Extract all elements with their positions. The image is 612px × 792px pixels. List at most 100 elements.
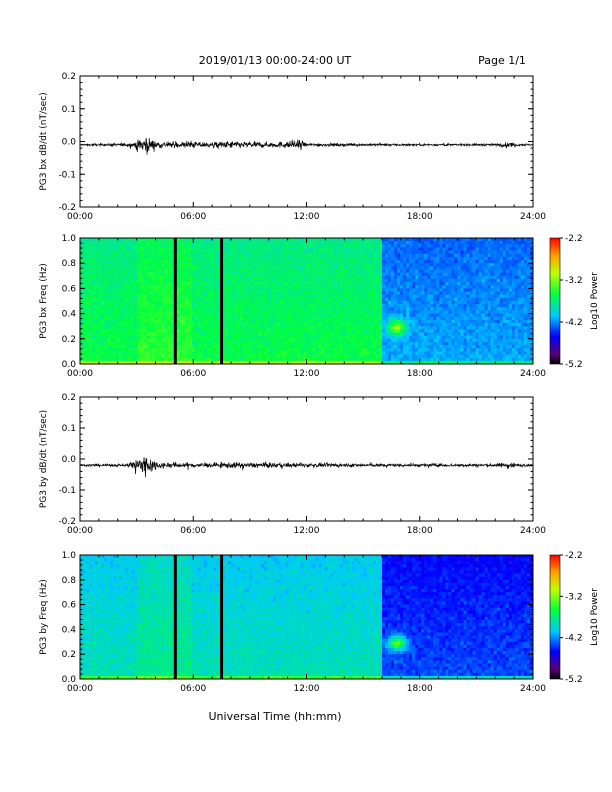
heatmap-cell xyxy=(397,238,401,242)
heatmap-cell xyxy=(170,238,174,242)
heatmap-cell xyxy=(128,294,132,299)
heatmap-cell xyxy=(200,266,205,270)
heatmap-cell xyxy=(300,247,304,251)
heatmap-cell xyxy=(421,285,425,289)
heatmap-cell xyxy=(197,326,202,330)
heatmap-cell xyxy=(348,348,353,352)
heatmap-cell xyxy=(200,269,205,273)
heatmap-cell xyxy=(122,351,126,355)
heatmap-cell xyxy=(128,357,132,362)
heatmap-cell xyxy=(234,297,238,302)
heatmap-cell xyxy=(104,272,108,277)
heatmap-cell xyxy=(345,238,350,242)
heatmap-cell xyxy=(303,253,307,258)
heatmap-cell xyxy=(385,269,389,273)
y-tick-label: -0.1 xyxy=(58,170,76,180)
heatmap-cell xyxy=(412,253,416,258)
heatmap-cell xyxy=(209,360,214,365)
heatmap-cell xyxy=(406,266,410,270)
heatmap-cell xyxy=(403,260,407,264)
heatmap-cell xyxy=(134,253,138,258)
heatmap-cell xyxy=(264,316,268,321)
heatmap-cell xyxy=(215,335,220,340)
heatmap-cell xyxy=(188,263,193,267)
heatmap-cell xyxy=(231,247,235,251)
heatmap-cell xyxy=(231,307,235,311)
heatmap-cell xyxy=(297,282,301,286)
heatmap-cell xyxy=(394,357,398,362)
heatmap-cell xyxy=(122,282,126,286)
heatmap-cell xyxy=(215,260,220,264)
heatmap-cell xyxy=(137,260,141,264)
heatmap-cell xyxy=(95,294,99,299)
heatmap-cell xyxy=(309,307,313,311)
heatmap-cell xyxy=(327,288,331,292)
heatmap-cell xyxy=(297,313,301,318)
heatmap-cell xyxy=(357,301,362,305)
heatmap-cell xyxy=(243,241,247,245)
heatmap-cell xyxy=(418,256,422,261)
heatmap-cell xyxy=(378,326,383,330)
heatmap-cell xyxy=(143,357,147,362)
heatmap-cell xyxy=(394,304,398,308)
heatmap-cell xyxy=(306,256,310,261)
heatmap-cell xyxy=(167,266,171,270)
heatmap-cell xyxy=(80,319,84,324)
heatmap-cell xyxy=(86,238,90,242)
heatmap-cell xyxy=(95,241,99,245)
heatmap-cell xyxy=(152,269,156,273)
heatmap-cell xyxy=(92,304,96,308)
heatmap-cell xyxy=(116,256,120,261)
heatmap-cell xyxy=(382,304,386,308)
heatmap-cell xyxy=(430,319,434,324)
heatmap-cell xyxy=(203,354,208,358)
heatmap-cell xyxy=(137,278,141,283)
heatmap-cell xyxy=(291,272,295,277)
heatmap-cell xyxy=(255,282,259,286)
heatmap-cell xyxy=(249,316,253,321)
heatmap-cell xyxy=(394,338,398,343)
heatmap-cell xyxy=(128,253,132,258)
heatmap-cell xyxy=(170,310,174,314)
heatmap-cell xyxy=(122,360,126,365)
heatmap-cell xyxy=(318,341,322,346)
heatmap-cell xyxy=(101,341,105,346)
heatmap-cell xyxy=(357,319,362,324)
heatmap-cell xyxy=(315,250,319,255)
heatmap-cell xyxy=(149,256,153,261)
heatmap-cell xyxy=(176,241,180,245)
heatmap-cell xyxy=(394,266,398,270)
heatmap-cell xyxy=(418,282,422,286)
heatmap-cell xyxy=(80,301,84,305)
heatmap-cell xyxy=(143,269,147,273)
heatmap-cell xyxy=(191,253,196,258)
heatmap-cell xyxy=(194,269,199,273)
heatmap-cell xyxy=(267,253,271,258)
heatmap-cell xyxy=(237,238,241,242)
heatmap-cell xyxy=(203,335,208,340)
heatmap-cell xyxy=(339,285,344,289)
heatmap-cell xyxy=(212,341,217,346)
heatmap-cell xyxy=(246,253,250,258)
heatmap-cell xyxy=(89,357,93,362)
heatmap-cell xyxy=(119,345,123,349)
heatmap-cell xyxy=(324,335,328,340)
heatmap-cell xyxy=(363,272,368,277)
heatmap-cell xyxy=(400,275,404,280)
heatmap-cell xyxy=(185,304,190,308)
heatmap-cell xyxy=(351,244,356,248)
heatmap-cell xyxy=(267,345,271,349)
heatmap-cell xyxy=(309,241,313,245)
heatmap-cell xyxy=(240,329,244,333)
heatmap-cell xyxy=(252,338,256,343)
heatmap-cell xyxy=(200,323,205,327)
heatmap-cell xyxy=(116,241,120,245)
heatmap-cell xyxy=(258,319,262,324)
heatmap-cell xyxy=(345,260,350,264)
heatmap-cell xyxy=(243,260,247,264)
heatmap-cell xyxy=(270,244,274,248)
heatmap-cell xyxy=(237,341,241,346)
heatmap-cell xyxy=(409,304,413,308)
heatmap-cell xyxy=(348,266,353,270)
